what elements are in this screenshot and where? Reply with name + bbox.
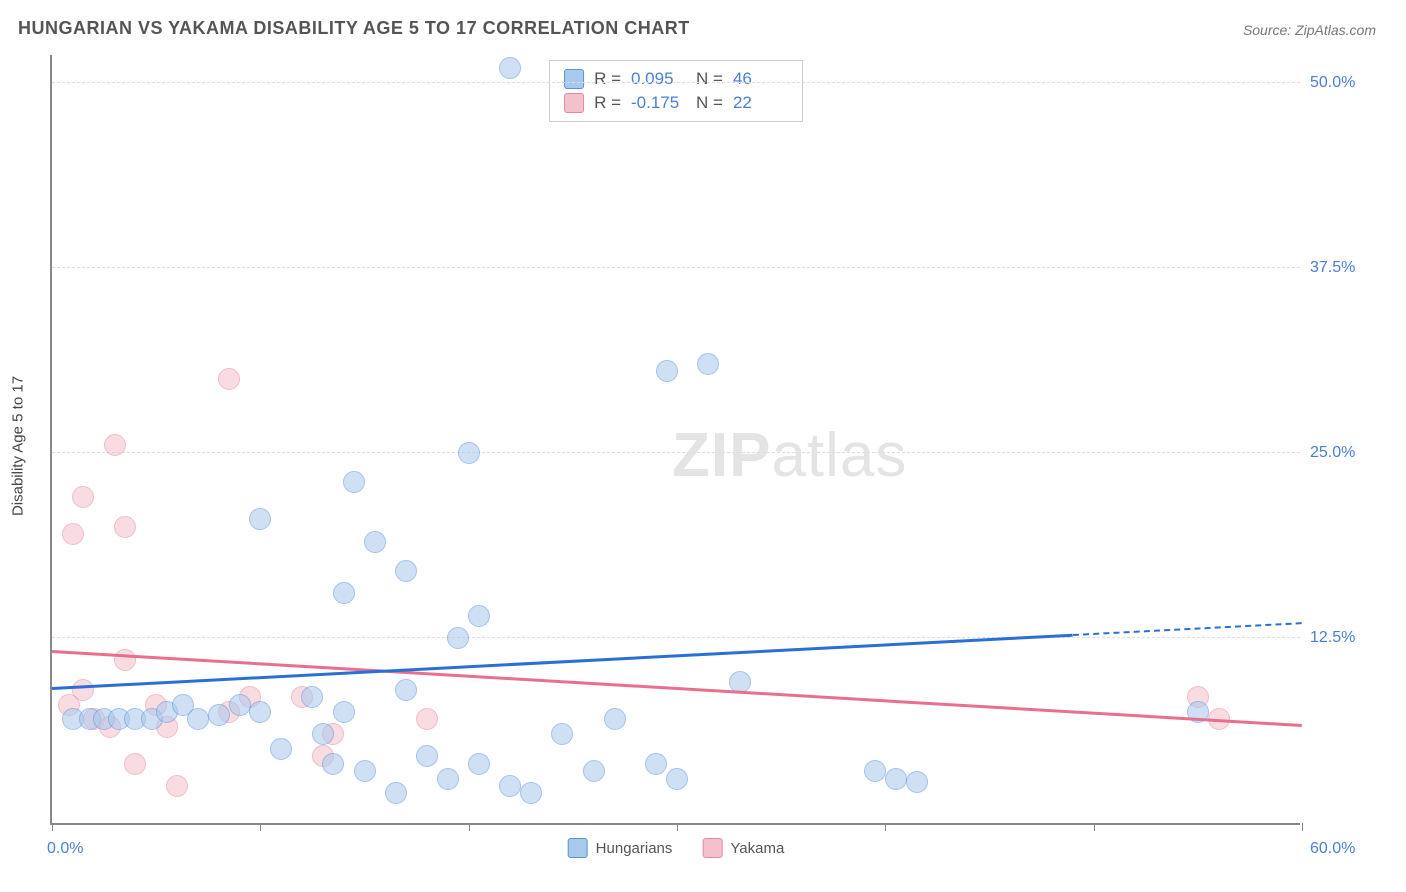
scatter-point [395, 560, 417, 582]
stats-r-value-yakama: -0.175 [631, 93, 686, 113]
scatter-point [385, 782, 407, 804]
series-legend: Hungarians Yakama [568, 838, 785, 858]
scatter-point [208, 704, 230, 726]
scatter-point [301, 686, 323, 708]
stats-n-label: N = [696, 93, 723, 113]
legend-item-hungarians: Hungarians [568, 838, 673, 858]
x-tick [1094, 823, 1095, 831]
scatter-point [333, 582, 355, 604]
scatter-point [72, 679, 94, 701]
scatter-point [364, 531, 386, 553]
stats-legend: R = 0.095 N = 46 R = -0.175 N = 22 [549, 60, 803, 122]
x-tick [260, 823, 261, 831]
stats-r-label: R = [594, 69, 621, 89]
scatter-point [62, 523, 84, 545]
scatter-point [218, 368, 240, 390]
plot-container: ZIPatlas R = 0.095 N = 46 R = -0.175 N =… [50, 55, 1300, 825]
stats-r-label: R = [594, 93, 621, 113]
gridline [52, 267, 1300, 268]
scatter-point [395, 679, 417, 701]
scatter-point [499, 57, 521, 79]
scatter-point [906, 771, 928, 793]
watermark-bold: ZIP [672, 421, 771, 490]
scatter-point [249, 508, 271, 530]
scatter-point [187, 708, 209, 730]
x-tick [469, 823, 470, 831]
x-tick [1302, 823, 1303, 831]
scatter-point [458, 442, 480, 464]
source-label: Source: ZipAtlas.com [1243, 22, 1376, 38]
scatter-point [249, 701, 271, 723]
x-tick [52, 823, 53, 831]
scatter-point [499, 775, 521, 797]
watermark-light: atlas [771, 421, 907, 490]
scatter-plot: ZIPatlas R = 0.095 N = 46 R = -0.175 N =… [50, 55, 1300, 825]
scatter-point [270, 738, 292, 760]
y-tick-label: 50.0% [1310, 74, 1380, 92]
y-axis-title: Disability Age 5 to 17 [10, 376, 27, 516]
scatter-point [437, 768, 459, 790]
legend-label-hungarians: Hungarians [596, 840, 673, 857]
scatter-point [604, 708, 626, 730]
legend-label-yakama: Yakama [730, 840, 784, 857]
y-tick-label: 12.5% [1310, 629, 1380, 647]
gridline [52, 82, 1300, 83]
scatter-point [697, 353, 719, 375]
gridline [52, 637, 1300, 638]
scatter-point [322, 753, 344, 775]
scatter-point [416, 745, 438, 767]
y-tick-label: 25.0% [1310, 444, 1380, 462]
scatter-point [468, 605, 490, 627]
scatter-point [864, 760, 886, 782]
legend-item-yakama: Yakama [702, 838, 784, 858]
scatter-point [468, 753, 490, 775]
scatter-point [885, 768, 907, 790]
swatch-yakama [564, 93, 584, 113]
scatter-point [666, 768, 688, 790]
stats-n-label: N = [696, 69, 723, 89]
x-tick [885, 823, 886, 831]
chart-title: HUNGARIAN VS YAKAMA DISABILITY AGE 5 TO … [18, 18, 690, 39]
scatter-point [656, 360, 678, 382]
gridline [52, 452, 1300, 453]
scatter-point [229, 694, 251, 716]
scatter-point [583, 760, 605, 782]
scatter-point [114, 516, 136, 538]
y-tick-label: 37.5% [1310, 259, 1380, 277]
scatter-point [312, 723, 334, 745]
trend-line-extrapolated [1073, 623, 1302, 637]
scatter-point [333, 701, 355, 723]
scatter-point [645, 753, 667, 775]
x-min-label: 0.0% [47, 840, 83, 858]
scatter-point [166, 775, 188, 797]
scatter-point [520, 782, 542, 804]
scatter-point [551, 723, 573, 745]
scatter-point [124, 753, 146, 775]
watermark: ZIPatlas [672, 420, 907, 491]
scatter-point [72, 486, 94, 508]
stats-row-yakama: R = -0.175 N = 22 [564, 91, 788, 115]
scatter-point [114, 649, 136, 671]
stats-r-value-hungarians: 0.095 [631, 69, 686, 89]
legend-swatch-yakama [702, 838, 722, 858]
x-tick [677, 823, 678, 831]
scatter-point [343, 471, 365, 493]
legend-swatch-hungarians [568, 838, 588, 858]
stats-n-value-hungarians: 46 [733, 69, 788, 89]
stats-n-value-yakama: 22 [733, 93, 788, 113]
scatter-point [104, 434, 126, 456]
swatch-hungarians [564, 69, 584, 89]
x-max-label: 60.0% [1310, 840, 1380, 858]
scatter-point [416, 708, 438, 730]
stats-row-hungarians: R = 0.095 N = 46 [564, 67, 788, 91]
scatter-point [354, 760, 376, 782]
scatter-point [447, 627, 469, 649]
